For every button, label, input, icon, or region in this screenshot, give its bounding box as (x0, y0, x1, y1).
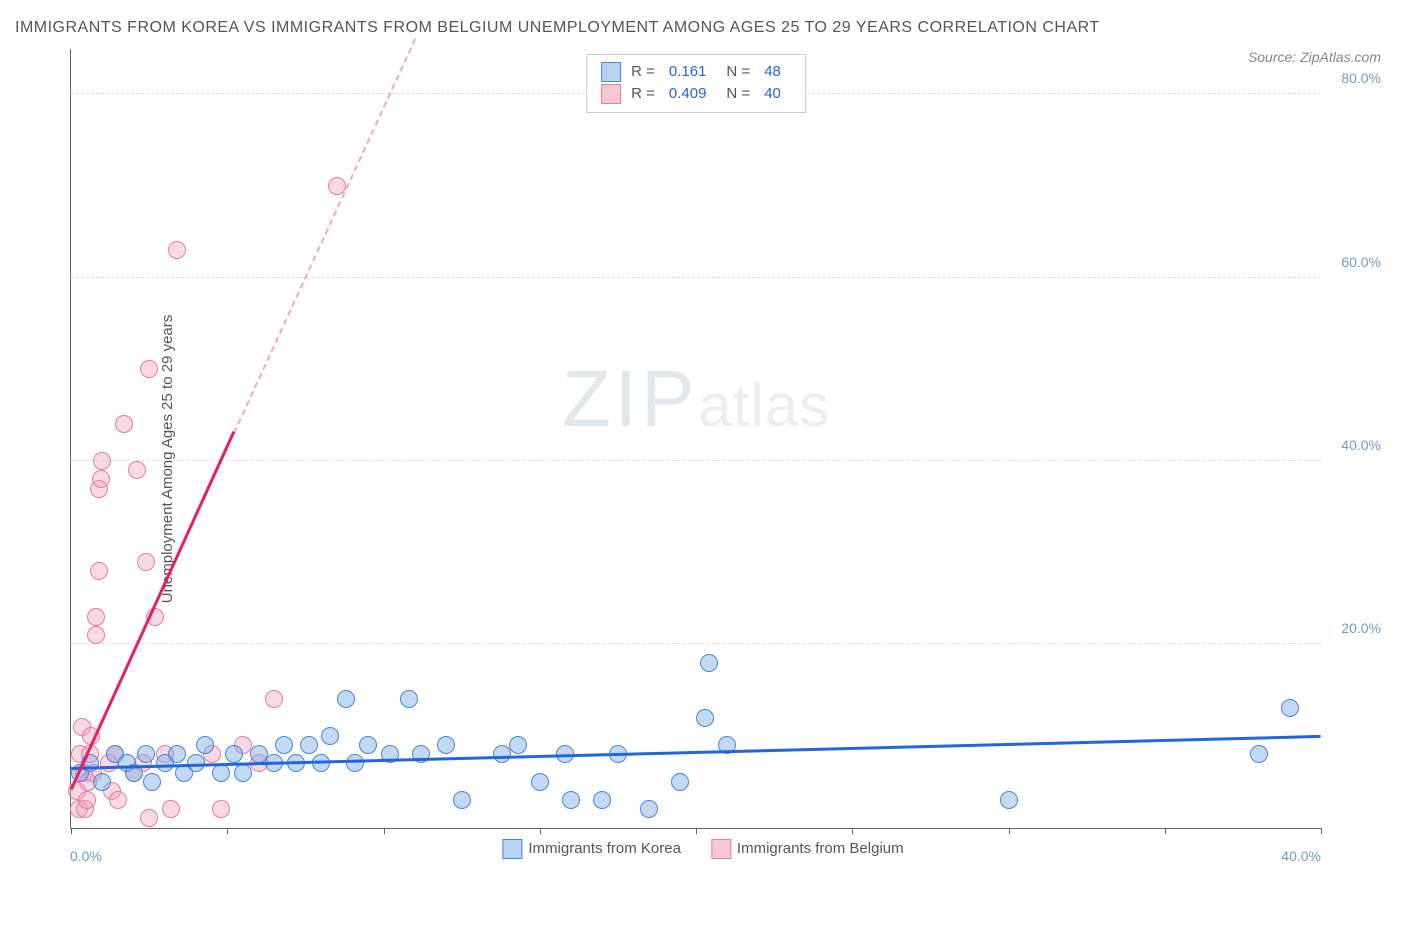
data-point (109, 791, 127, 809)
x-tick (227, 828, 228, 834)
n-value-pink: 40 (764, 83, 781, 106)
data-point (1281, 699, 1299, 717)
data-point (93, 773, 111, 791)
x-axis-min-label: 0.0% (70, 848, 102, 864)
x-tick (852, 828, 853, 834)
swatch-blue-icon (601, 62, 621, 82)
data-point (196, 736, 214, 754)
legend-item-belgium: Immigrants from Belgium (711, 839, 904, 859)
gridline (71, 460, 1321, 461)
legend-label: Immigrants from Korea (528, 840, 681, 857)
data-point (531, 773, 549, 791)
x-tick (1165, 828, 1166, 834)
data-point (78, 791, 96, 809)
x-tick (71, 828, 72, 834)
data-point (137, 553, 155, 571)
data-point (225, 745, 243, 763)
data-point (300, 736, 318, 754)
swatch-blue-icon (502, 839, 522, 859)
data-point (140, 809, 158, 827)
x-tick (1009, 828, 1010, 834)
data-point (115, 415, 133, 433)
data-point (140, 360, 158, 378)
data-point (437, 736, 455, 754)
data-point (312, 754, 330, 772)
data-point (90, 562, 108, 580)
plot-area: ZIPatlas R = 0.161 N = 48 R = 0.409 N = … (70, 49, 1321, 829)
data-point (453, 791, 471, 809)
data-point (265, 690, 283, 708)
data-point (696, 709, 714, 727)
legend-item-korea: Immigrants from Korea (502, 839, 681, 859)
r-label: R = (631, 83, 655, 106)
data-point (93, 452, 111, 470)
swatch-pink-icon (601, 84, 621, 104)
n-label: N = (726, 61, 750, 84)
x-axis-max-label: 40.0% (1281, 848, 1321, 864)
data-point (137, 745, 155, 763)
data-point (92, 470, 110, 488)
data-point (321, 727, 339, 745)
data-point (128, 461, 146, 479)
n-value-blue: 48 (764, 61, 781, 84)
data-point (337, 690, 355, 708)
data-point (1250, 745, 1268, 763)
data-point (359, 736, 377, 754)
legend-row-blue: R = 0.161 N = 48 (601, 61, 791, 84)
gridline (71, 643, 1321, 644)
x-tick (1321, 828, 1322, 834)
watermark: ZIPatlas (562, 353, 830, 445)
y-tick-label: 60.0% (1341, 254, 1381, 270)
y-tick-label: 20.0% (1341, 620, 1381, 636)
legend-series: Immigrants from Korea Immigrants from Be… (502, 839, 903, 859)
data-point (671, 773, 689, 791)
gridline (71, 277, 1321, 278)
data-point (562, 791, 580, 809)
r-label: R = (631, 61, 655, 84)
x-tick (696, 828, 697, 834)
r-value-blue: 0.161 (669, 61, 707, 84)
data-point (593, 791, 611, 809)
data-point (168, 745, 186, 763)
data-point (1000, 791, 1018, 809)
legend-stats: R = 0.161 N = 48 R = 0.409 N = 40 (586, 54, 806, 113)
data-point (87, 626, 105, 644)
legend-row-pink: R = 0.409 N = 40 (601, 83, 791, 106)
data-point (168, 241, 186, 259)
data-point (640, 800, 658, 818)
data-point (143, 773, 161, 791)
data-point (212, 764, 230, 782)
chart-container: Unemployment Among Ages 25 to 29 years Z… (15, 49, 1391, 869)
y-tick-label: 40.0% (1341, 437, 1381, 453)
data-point (87, 608, 105, 626)
data-point (162, 800, 180, 818)
data-point (212, 800, 230, 818)
data-point (346, 754, 364, 772)
data-point (400, 690, 418, 708)
swatch-pink-icon (711, 839, 731, 859)
legend-label: Immigrants from Belgium (737, 840, 904, 857)
data-point (234, 764, 252, 782)
chart-title: IMMIGRANTS FROM KOREA VS IMMIGRANTS FROM… (15, 15, 1115, 41)
data-point (275, 736, 293, 754)
data-point (700, 654, 718, 672)
y-tick-label: 80.0% (1341, 70, 1381, 86)
r-value-pink: 0.409 (669, 83, 707, 106)
x-tick (540, 828, 541, 834)
n-label: N = (726, 83, 750, 106)
x-tick (384, 828, 385, 834)
trend-line (233, 38, 416, 433)
data-point (509, 736, 527, 754)
